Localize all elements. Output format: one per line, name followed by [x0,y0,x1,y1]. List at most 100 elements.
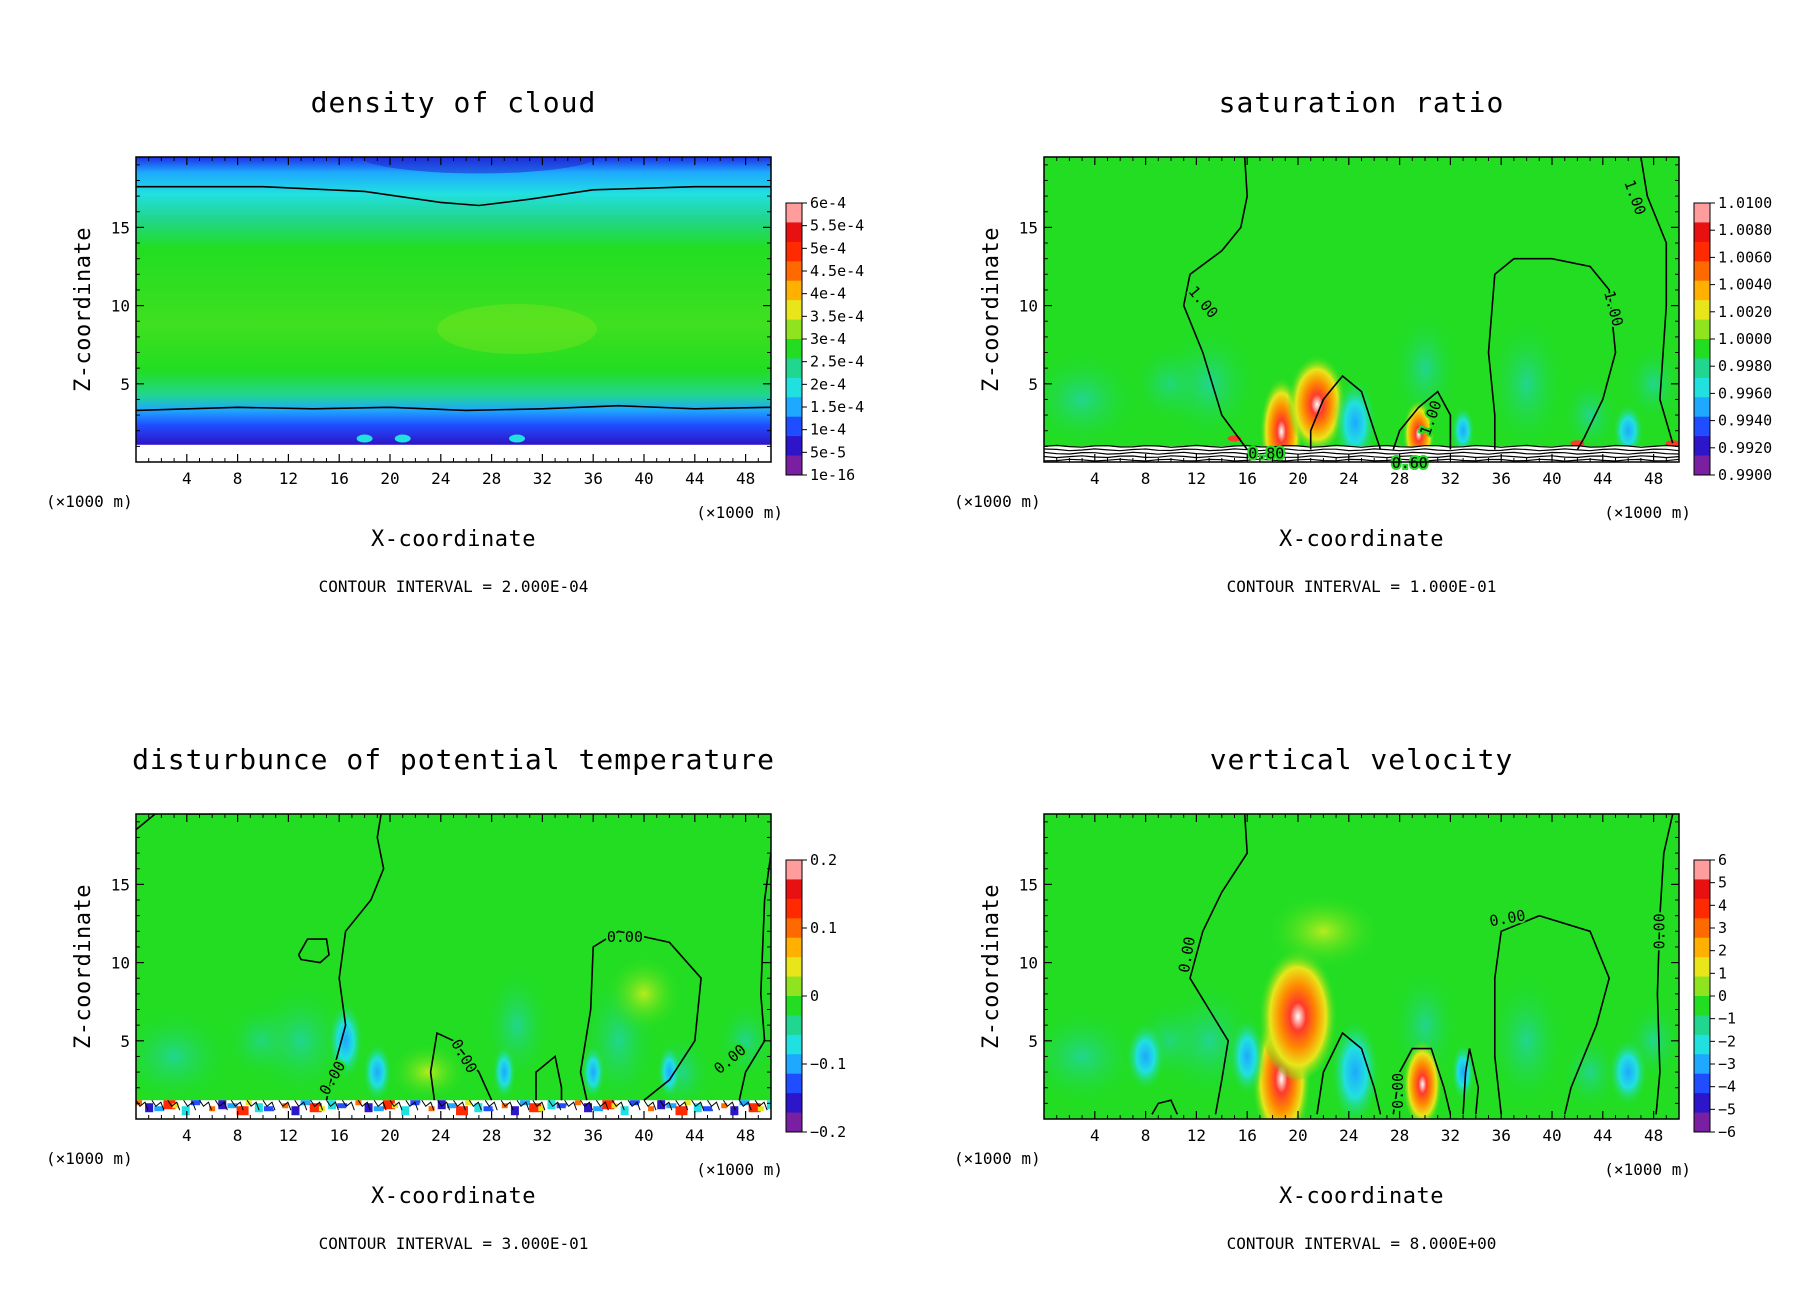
plot-area [1044,157,1679,462]
contour-lines [1044,157,1679,462]
colorbar-label: −4 [1718,1078,1736,1096]
band-cell [702,1106,713,1112]
colorbar-swatch [786,241,802,262]
field-fill [136,157,771,462]
colorbar-swatch [1694,860,1710,880]
colorbar-swatch [1694,203,1710,223]
band-cell [629,1100,640,1106]
band-cell [309,1103,322,1113]
contour-label: 0.00 [1488,906,1527,930]
colorbar-label: 5.5e-4 [810,217,864,235]
colorbar-label: 3e-4 [810,330,846,348]
band-cell [474,1103,483,1113]
y-tick-label: 15 [111,875,130,894]
y-tick-label: 15 [1019,218,1038,237]
colorbar: 6e-4 5.5e-4 5e-4 4.5e-4 4e-4 3.5e-4 3e-4 2.5e-4… [785,194,864,484]
x-tick-label: 28 [482,1126,501,1145]
band-cell [611,1103,618,1109]
contour-line [659,1099,673,1111]
band-cell [465,1100,472,1106]
x-tick-label: 4 [1090,1126,1100,1145]
band-cell [538,1106,545,1112]
colorbar-swatch [786,976,802,997]
contour-line [294,1099,308,1111]
contour-line [1487,257,1617,450]
x-tick-label: 24 [1339,469,1358,488]
x-unit-label-left: (×1000 m) [46,1149,133,1168]
y-tick-label: 5 [1028,1032,1038,1051]
contour-line [675,1099,689,1111]
x-unit-label-right: (×1000 m) [696,1160,783,1179]
x-tick-label: 44 [685,1126,704,1145]
field-blob [356,434,373,443]
contour-line [246,1099,260,1111]
colorbar-label: 4e-4 [810,285,846,303]
field-blob [1560,375,1621,456]
field-blob [1125,1021,1166,1092]
x-tick-label: 16 [330,1126,349,1145]
x-unit-label-left: (×1000 m) [954,1149,1041,1168]
contour-line [500,1099,514,1111]
band-cell [373,1106,384,1112]
x-tick-label: 40 [634,1126,653,1145]
colorbar-label: 1 [1718,964,1727,982]
x-tick-label: 28 [1390,1126,1409,1145]
x-tick-label: 44 [685,469,704,488]
band-cell [584,1103,593,1113]
contour-line [707,1099,720,1111]
contour-line [643,1099,657,1111]
contour-line [389,1099,403,1111]
field-blob [1258,939,1338,1080]
contour-line [1044,444,1679,448]
contour-lines [136,185,771,412]
x-unit-label-left: (×1000 m) [954,492,1041,511]
field-blob [1612,402,1645,459]
x-axis: 4 8 12 16 20 24 28 32 36 40 44 48 [148,814,759,1145]
y-tick-label: 5 [1028,375,1038,394]
contour-interval: CONTOUR INTERVAL = 3.000E-01 [319,1234,589,1253]
colorbar-swatch [786,1054,802,1075]
contour-line [1151,1099,1179,1115]
contour-line [437,1099,451,1111]
band-cell [748,1103,761,1113]
x-tick-label: 48 [1644,1126,1663,1145]
colorbar: 6 5 4 3 2 1 0 −1 −2 −3 −4 −5 −6 [1693,851,1736,1141]
colorbar-label: 1e-4 [810,421,846,439]
colorbar-label: 0.2 [810,851,837,869]
y-tick-label: 5 [120,1032,130,1051]
contour-line [136,404,771,412]
contour-line [151,1099,165,1111]
x-tick-label: 4 [1090,469,1100,488]
field-fill [1044,814,1679,1119]
colorbar-swatch [786,860,802,880]
field-blob [581,1044,606,1101]
colorbar-swatch [786,1015,802,1036]
band-cell [209,1106,216,1112]
plot-area [1044,814,1679,1119]
x-tick-label: 20 [380,469,399,488]
colorbar-label: −1 [1718,1010,1736,1028]
contour-line [1044,455,1679,459]
x-axis-label: X-coordinate [371,527,536,552]
contour-line [421,1099,435,1111]
field-blob [1623,343,1679,424]
field-blob [509,434,525,443]
plot-area [136,814,771,1119]
x-tick-label: 40 [634,469,653,488]
colorbar-label: 3 [1718,919,1727,937]
field-blob [1608,1037,1649,1108]
band-cell [218,1100,227,1110]
plot-area [136,157,771,462]
x-tick-label: 32 [1441,469,1460,488]
contour-line [468,1099,482,1111]
band-cell [739,1100,750,1106]
band-cell [766,1100,771,1110]
colorbar-swatch [1694,416,1710,437]
y-axis-label: Z-coordinate [71,884,96,1049]
x-tick-label: 36 [1492,1126,1511,1145]
colorbar-swatch [1694,377,1710,398]
x-tick-label: 12 [1187,1126,1206,1145]
band-cell [556,1103,567,1109]
x-tick-label: 4 [182,469,192,488]
colorbar-swatch [786,300,802,321]
